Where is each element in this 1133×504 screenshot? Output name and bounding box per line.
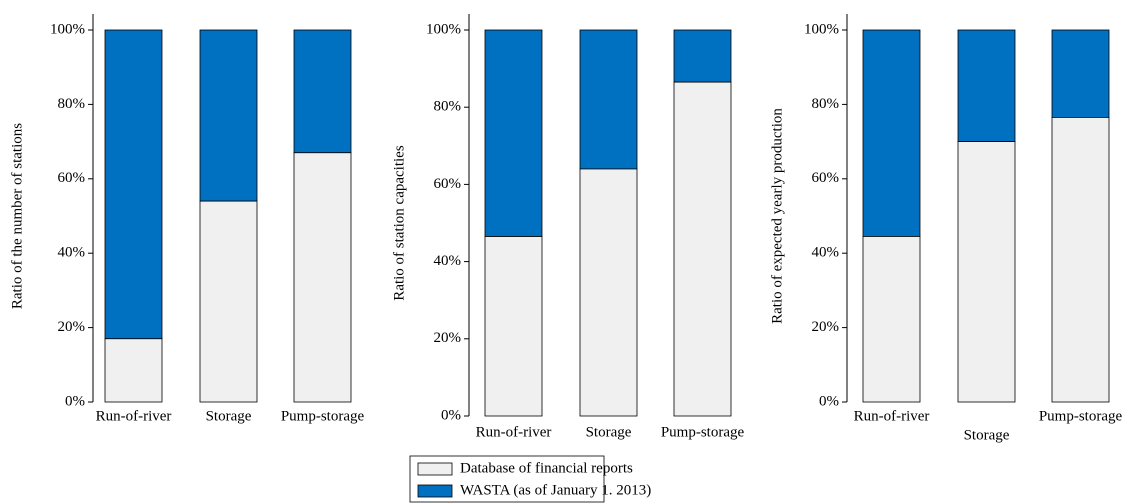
y-tick-label: 0% — [819, 393, 839, 409]
y-axis-label: Ratio of expected yearly production — [769, 108, 785, 324]
y-tick-label: 60% — [434, 176, 462, 192]
x-tick-label: Run-of-river — [476, 424, 552, 440]
bar-segment — [484, 236, 543, 417]
bar-segment — [104, 29, 163, 340]
bar-segment — [293, 29, 352, 154]
legend-swatch — [417, 462, 453, 476]
y-tick-label: 40% — [434, 253, 462, 269]
bar-segment — [199, 200, 258, 403]
y-tick-label: 100% — [50, 21, 85, 37]
bar-segment — [293, 152, 352, 403]
bar-segment — [104, 338, 163, 403]
x-tick-label: Pump-storage — [1039, 408, 1123, 424]
y-tick-label: 80% — [812, 96, 840, 112]
y-tick-label: 80% — [434, 99, 462, 115]
y-tick-label: 20% — [812, 319, 840, 335]
y-tick-label: 40% — [812, 245, 840, 261]
bar-segment — [1051, 117, 1110, 403]
y-tick-label: 100% — [804, 21, 839, 37]
x-tick-label: Pump-storage — [281, 408, 365, 424]
bar-segment — [484, 29, 543, 237]
legend-swatch — [417, 484, 453, 498]
bar-segment — [957, 141, 1016, 403]
y-tick-label: 0% — [441, 407, 461, 423]
legend-label: WASTA (as of January 1. 2013) — [460, 482, 651, 498]
y-tick-label: 100% — [426, 21, 461, 37]
y-tick-label: 0% — [65, 393, 85, 409]
y-tick-label: 20% — [434, 330, 462, 346]
bar-segment — [199, 29, 258, 202]
y-axis-label: Ratio of station capacities — [391, 145, 407, 301]
bar-segment — [673, 29, 732, 83]
x-tick-label: Run-of-river — [96, 408, 172, 424]
bar-segment — [862, 29, 921, 237]
y-tick-label: 60% — [58, 170, 86, 186]
x-tick-label: Storage — [964, 427, 1010, 443]
x-tick-label: Run-of-river — [854, 408, 930, 424]
bar-segment — [862, 236, 921, 403]
bar-segment — [579, 29, 638, 170]
x-tick-label: Pump-storage — [661, 424, 745, 440]
x-tick-label: Storage — [206, 408, 252, 424]
bar-segment — [1051, 29, 1110, 118]
bar-segment — [673, 81, 732, 417]
bar-segment — [579, 168, 638, 417]
y-tick-label: 40% — [58, 245, 86, 261]
y-tick-label: 80% — [58, 96, 86, 112]
y-tick-label: 60% — [812, 170, 840, 186]
y-axis-label: Ratio of the number of stations — [9, 123, 25, 309]
legend-label: Database of financial reports — [460, 460, 633, 476]
bar-segment — [957, 29, 1016, 142]
y-tick-label: 20% — [58, 319, 86, 335]
x-tick-label: Storage — [586, 424, 632, 440]
